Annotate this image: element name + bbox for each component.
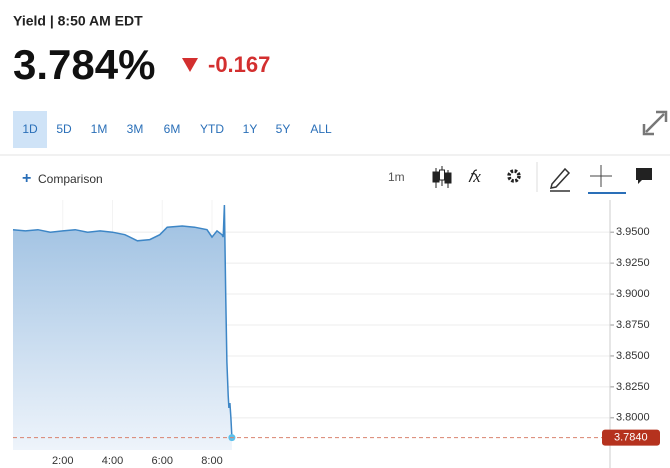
header-title: Yield | 8:50 AM EDT (13, 13, 143, 29)
tab[interactable]: 1Y (243, 122, 258, 136)
candles-icon[interactable] (432, 166, 452, 188)
x-tick-label: 4:00 (102, 455, 123, 467)
y-tick-label: 3.8250 (616, 381, 650, 393)
expand-icon[interactable] (642, 110, 668, 136)
price-label-bg (602, 429, 660, 446)
down-arrow (182, 58, 198, 72)
tab[interactable]: 1D (22, 122, 38, 136)
tab[interactable]: 5D (56, 122, 72, 136)
x-tick-label: 2:00 (52, 455, 73, 467)
crosshair-icon[interactable] (590, 165, 612, 187)
y-tick-label: 3.9000 (616, 288, 650, 300)
y-tick-label: 3.8750 (616, 319, 650, 331)
change: -0.167 (208, 52, 270, 77)
indicators-icon[interactable]: 𝑓x (468, 167, 481, 186)
price-label: 3.7840 (614, 432, 648, 444)
area (13, 205, 232, 450)
comparison-button[interactable]: Comparison (38, 172, 103, 186)
comment-icon[interactable] (636, 168, 652, 184)
y-tick-label: 3.9500 (616, 226, 650, 238)
tab-selected-bg (13, 111, 47, 148)
y-tick-label: 3.8000 (616, 412, 650, 424)
plus-icon[interactable]: + (22, 170, 31, 187)
tab[interactable]: 3M (127, 122, 144, 136)
tab[interactable]: 1M (91, 122, 108, 136)
tab[interactable]: ALL (310, 122, 332, 136)
tab[interactable]: YTD (200, 122, 224, 136)
x-tick-label: 6:00 (152, 455, 173, 467)
interval[interactable]: 1m (388, 170, 405, 184)
y-tick-label: 3.9250 (616, 257, 650, 269)
x-tick-label: 8:00 (201, 455, 222, 467)
tab[interactable]: 5Y (276, 122, 291, 136)
settings-icon[interactable] (507, 169, 521, 183)
y-tick-label: 3.8500 (616, 350, 650, 362)
tab[interactable]: 6M (164, 122, 181, 136)
price: 3.784% (13, 41, 155, 88)
draw-icon[interactable] (549, 167, 571, 192)
line (12, 204, 233, 438)
